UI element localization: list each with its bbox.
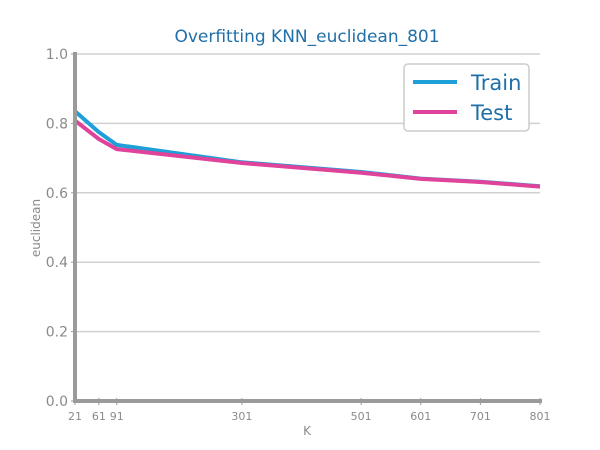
chart-title: Overfitting KNN_euclidean_801: [174, 27, 439, 47]
y-tick-labels: 0.0 0.2 0.4 0.6 0.8 1.0: [46, 47, 68, 410]
y-tick-label: 0.4: [46, 255, 68, 271]
series-line-test: [73, 119, 541, 189]
legend: Train Test: [403, 63, 530, 132]
x-tick-label: 601: [410, 410, 431, 423]
x-tick-labels: 21 61 91 301 501 601 701 801: [68, 410, 551, 423]
axes: [73, 52, 542, 405]
x-tick-label: 91: [110, 410, 124, 423]
y-tick-label: 0.8: [46, 116, 68, 132]
x-axis-label: K: [303, 424, 312, 438]
legend-label-test: Test: [470, 101, 512, 125]
x-tick-label: 61: [92, 410, 106, 423]
y-tick-label: 1.0: [46, 47, 68, 63]
series-lines: [73, 109, 541, 189]
y-tick-label: 0.2: [46, 325, 68, 341]
x-tick-label: 301: [231, 410, 252, 423]
y-tick-label: 0.0: [46, 394, 68, 410]
x-tick-label: 21: [68, 410, 82, 423]
y-tick-label: 0.6: [46, 186, 68, 202]
x-tick-label: 701: [470, 410, 491, 423]
legend-label-train: Train: [470, 71, 521, 95]
x-tick-label: 801: [530, 410, 551, 423]
y-axis-label: euclidean: [29, 199, 43, 257]
x-tick-label: 501: [351, 410, 372, 423]
